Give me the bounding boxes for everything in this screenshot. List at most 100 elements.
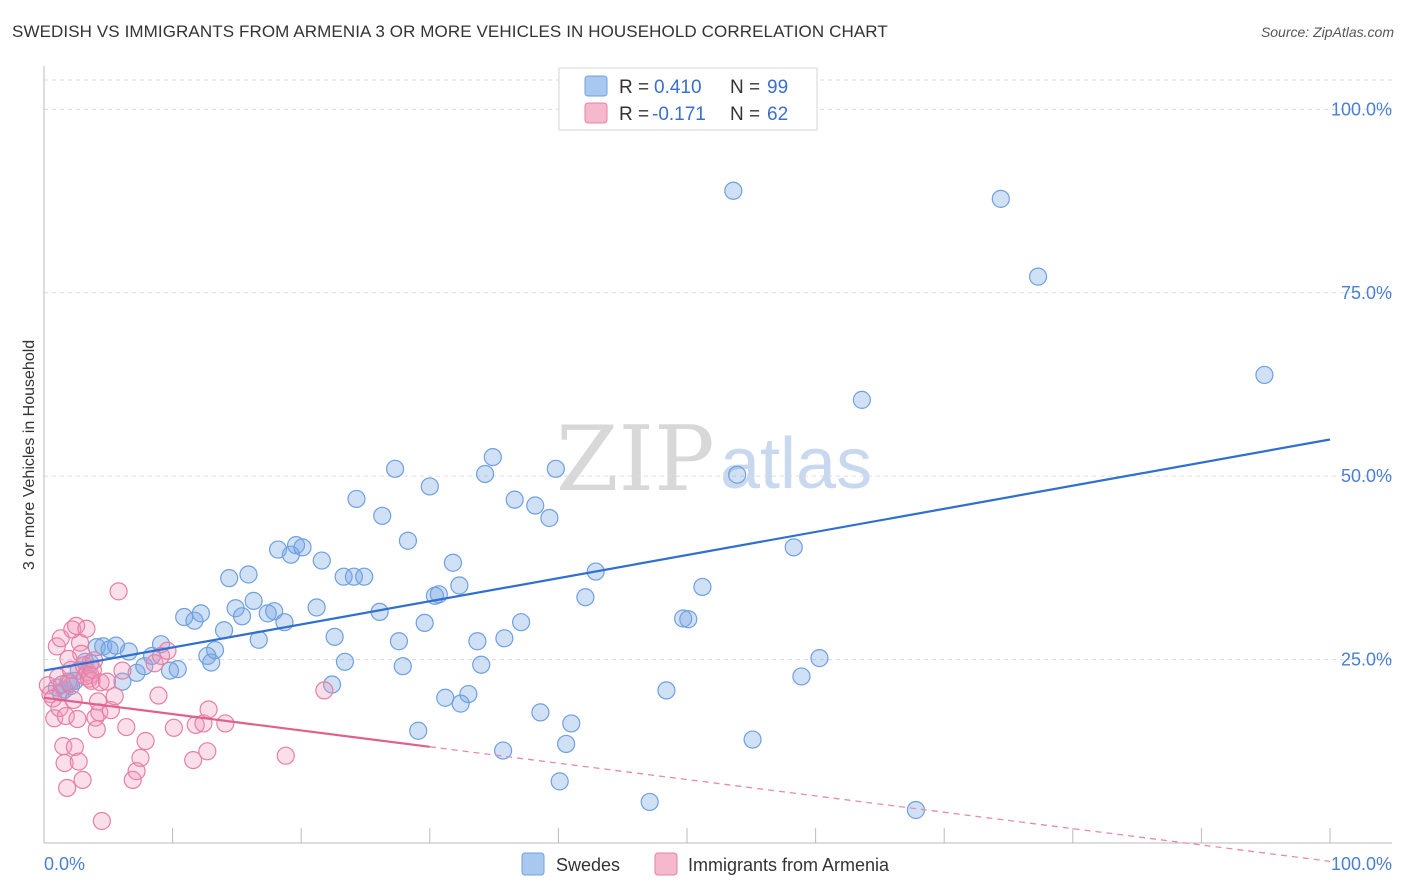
scatter-point — [184, 750, 203, 770]
scatter-point — [68, 709, 87, 729]
scatter-point — [852, 390, 871, 409]
scatter-point — [232, 607, 252, 626]
scatter-point — [505, 490, 524, 509]
scatter-point — [136, 731, 155, 751]
scatter-point — [105, 687, 124, 706]
scatter-point — [65, 737, 84, 756]
scatter-point — [239, 565, 258, 584]
scatter-point — [312, 551, 331, 570]
scatter-point — [640, 792, 659, 812]
scatter-point — [347, 489, 366, 509]
scatter-point — [56, 706, 75, 726]
scatter-point — [389, 632, 409, 651]
scatter-point — [355, 567, 374, 586]
scatter-point — [373, 506, 392, 525]
scatter-point — [393, 657, 412, 676]
legend-n-value-2: 62 — [767, 104, 788, 125]
scatter-point — [293, 538, 312, 557]
scatter-point — [792, 667, 811, 686]
scatter-point — [87, 720, 106, 739]
scatter-point — [657, 681, 676, 700]
scatter-point — [67, 616, 86, 635]
scatter-point — [557, 734, 576, 754]
scatter-point — [73, 770, 92, 790]
scatter-point — [92, 811, 111, 831]
source-label: Source: ZipAtlas.com — [1260, 24, 1394, 40]
scatter-point — [58, 778, 77, 798]
scatter-point — [1255, 365, 1274, 385]
scatter-point — [475, 464, 495, 484]
scatter-point — [69, 752, 88, 771]
scatter-point — [45, 709, 64, 728]
legend-n-value-1: 99 — [767, 77, 788, 98]
scatter-point — [1028, 267, 1048, 286]
scatter-point — [199, 700, 218, 719]
scatter-point — [784, 538, 803, 557]
bottom-legend-swatch-swedes — [521, 852, 545, 876]
scatter-point — [385, 459, 405, 478]
scatter-point — [540, 508, 559, 528]
scatter-point — [472, 655, 491, 674]
scatter-point — [216, 714, 235, 733]
scatter-point — [109, 582, 128, 601]
scatter-point — [436, 688, 455, 707]
scatter-point — [164, 718, 183, 737]
scatter-point — [244, 591, 263, 610]
trend-line-armenia — [43, 696, 430, 748]
scatter-point — [145, 654, 164, 673]
scatter-point — [679, 610, 698, 629]
legend-n-label-2: N = — [730, 104, 760, 125]
series-0 — [47, 181, 1274, 820]
trend-line-swedes — [43, 438, 1331, 672]
legend-r-label-2: R = — [619, 104, 649, 125]
axes — [43, 66, 1392, 844]
y-tick-label: 75.0% — [1341, 283, 1392, 303]
scatter-point — [728, 465, 747, 484]
scatter-point — [495, 629, 514, 648]
scatter-point — [483, 447, 502, 467]
y-tick-label: 100.0% — [1331, 99, 1392, 119]
y-axis-label: 3 or more Vehicles in Household — [21, 340, 38, 570]
scatter-point — [220, 569, 239, 588]
scatter-point — [451, 694, 470, 713]
watermark-atlas: atlas — [720, 424, 872, 504]
scatter-point — [113, 661, 132, 680]
scatter-point — [468, 632, 487, 651]
legend-swatch-swedes — [584, 75, 608, 97]
legend-r-label-1: R = — [619, 77, 649, 98]
scatter-point — [576, 588, 595, 607]
scatter-point — [55, 753, 74, 773]
scatter-point — [315, 681, 334, 700]
scatter-point — [526, 496, 545, 515]
scatter-point — [810, 649, 829, 668]
scatter-point — [168, 660, 187, 679]
chart-title: SWEDISH VS IMMIGRANTS FROM ARMENIA 3 OR … — [12, 22, 888, 41]
scatter-point — [334, 567, 353, 586]
scatter-point — [81, 665, 100, 685]
x-tick-label-max: 100.0% — [1331, 854, 1392, 874]
scatter-point — [991, 189, 1010, 208]
scatter-point — [198, 742, 217, 761]
legend-swatch-armenia — [584, 102, 608, 124]
scatter-point — [52, 675, 72, 694]
bottom-legend-label-armenia: Immigrants from Armenia — [688, 855, 890, 875]
bottom-legend-label-swedes: Swedes — [556, 855, 620, 875]
scatter-point — [307, 598, 326, 617]
scatter-point — [420, 477, 439, 496]
scatter-point — [185, 611, 204, 630]
series-layer — [38, 181, 1274, 831]
scatter-point — [494, 741, 513, 760]
scatter-point — [123, 770, 142, 790]
watermark-zip: ZIP — [556, 407, 715, 512]
scatter-point — [531, 703, 550, 722]
scatter-point — [550, 772, 569, 791]
scatter-point — [205, 640, 225, 660]
scatter-point — [91, 673, 110, 692]
scatter-point — [344, 567, 364, 586]
scatter-point — [512, 613, 531, 632]
bottom-legend: Swedes Immigrants from Armenia — [521, 852, 890, 876]
scatter-point — [409, 721, 428, 740]
scatter-point — [693, 577, 712, 597]
scatter-point — [562, 714, 581, 733]
